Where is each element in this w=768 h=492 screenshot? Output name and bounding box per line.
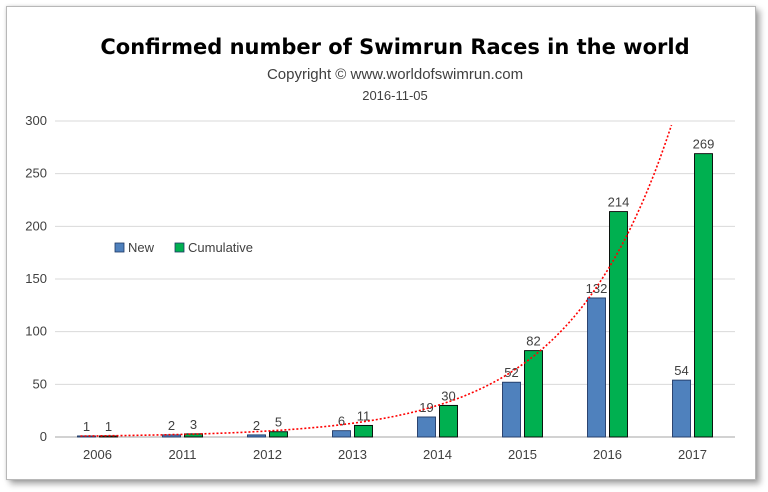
bar-new-2015: [502, 381, 521, 438]
chart-frame: Confirmed number of Swimrun Races in the…: [6, 6, 756, 480]
y-tick-label: 200: [25, 218, 47, 233]
x-tick-label: 2011: [169, 447, 197, 462]
bar-cumulative-2014: [439, 404, 458, 438]
y-tick-label: 250: [25, 166, 47, 181]
bar-cumulative-2015: [524, 350, 543, 438]
y-tick-label: 50: [33, 376, 47, 391]
bar-cumulative-2012: [269, 431, 288, 438]
data-label-cumulative-2006: 1: [105, 419, 112, 434]
legend-label-new: New: [128, 240, 155, 255]
data-label-cumulative-2015: 82: [526, 334, 540, 349]
x-tick-label: 2016: [593, 447, 622, 462]
bar-new-2013: [332, 430, 351, 438]
bar-new-2016: [587, 297, 606, 438]
y-axis: 0 50 100 150 200 250 300: [25, 113, 47, 444]
data-label-cumulative-2013: 11: [357, 408, 371, 423]
data-label-cumulative-2016: 214: [608, 195, 630, 210]
x-tick-label: 2015: [508, 447, 537, 462]
y-tick-label: 300: [25, 113, 47, 128]
x-tick-label: 2017: [678, 447, 707, 462]
bar-cumulative-2006: [99, 435, 118, 438]
y-tick-label: 100: [25, 324, 47, 339]
data-label-new-2013: 6: [338, 414, 345, 429]
chart-date: 2016-11-05: [362, 88, 428, 103]
data-label-new-2014: 19: [419, 400, 433, 415]
x-tick-label: 2012: [253, 447, 282, 462]
legend-swatch-new: [114, 242, 125, 253]
y-tick-label: 150: [25, 271, 47, 286]
bar-new-2014: [417, 416, 436, 438]
bar-new-2011: [162, 434, 181, 438]
y-tick-label: 0: [40, 429, 47, 444]
x-tick-label: 2014: [423, 447, 452, 462]
chart-svg: Confirmed number of Swimrun Races in the…: [25, 35, 735, 462]
x-axis: 2006 2011 2012 2013 2014 2015 2016 2017: [83, 447, 707, 462]
bar-new-2017: [672, 379, 691, 438]
data-label-cumulative-2012: 5: [275, 415, 282, 430]
data-label-new-2017: 54: [674, 363, 688, 378]
x-tick-label: 2006: [83, 447, 112, 462]
bar-cumulative-2017: [694, 153, 713, 438]
gridlines: [55, 120, 735, 438]
chart-subtitle: Copyright © www.worldofswimrun.com: [267, 66, 523, 83]
chart-title: Confirmed number of Swimrun Races in the…: [100, 35, 689, 59]
data-label-new-2012: 2: [253, 418, 260, 433]
trendline: [80, 124, 673, 437]
data-label-cumulative-2011: 3: [190, 417, 197, 432]
bars: [77, 153, 713, 438]
data-label-new-2006: 1: [83, 419, 90, 434]
x-tick-label: 2013: [338, 447, 367, 462]
data-label-cumulative-2017: 269: [693, 137, 715, 152]
bar-new-2012: [247, 434, 266, 438]
bar-cumulative-2013: [354, 424, 373, 438]
legend-label-cumulative: Cumulative: [188, 240, 253, 255]
data-label-cumulative-2014: 30: [441, 388, 455, 403]
legend-swatch-cumulative: [174, 242, 185, 253]
legend: New Cumulative: [114, 240, 253, 255]
data-label-new-2011: 2: [168, 418, 175, 433]
bar-cumulative-2016: [609, 211, 628, 438]
